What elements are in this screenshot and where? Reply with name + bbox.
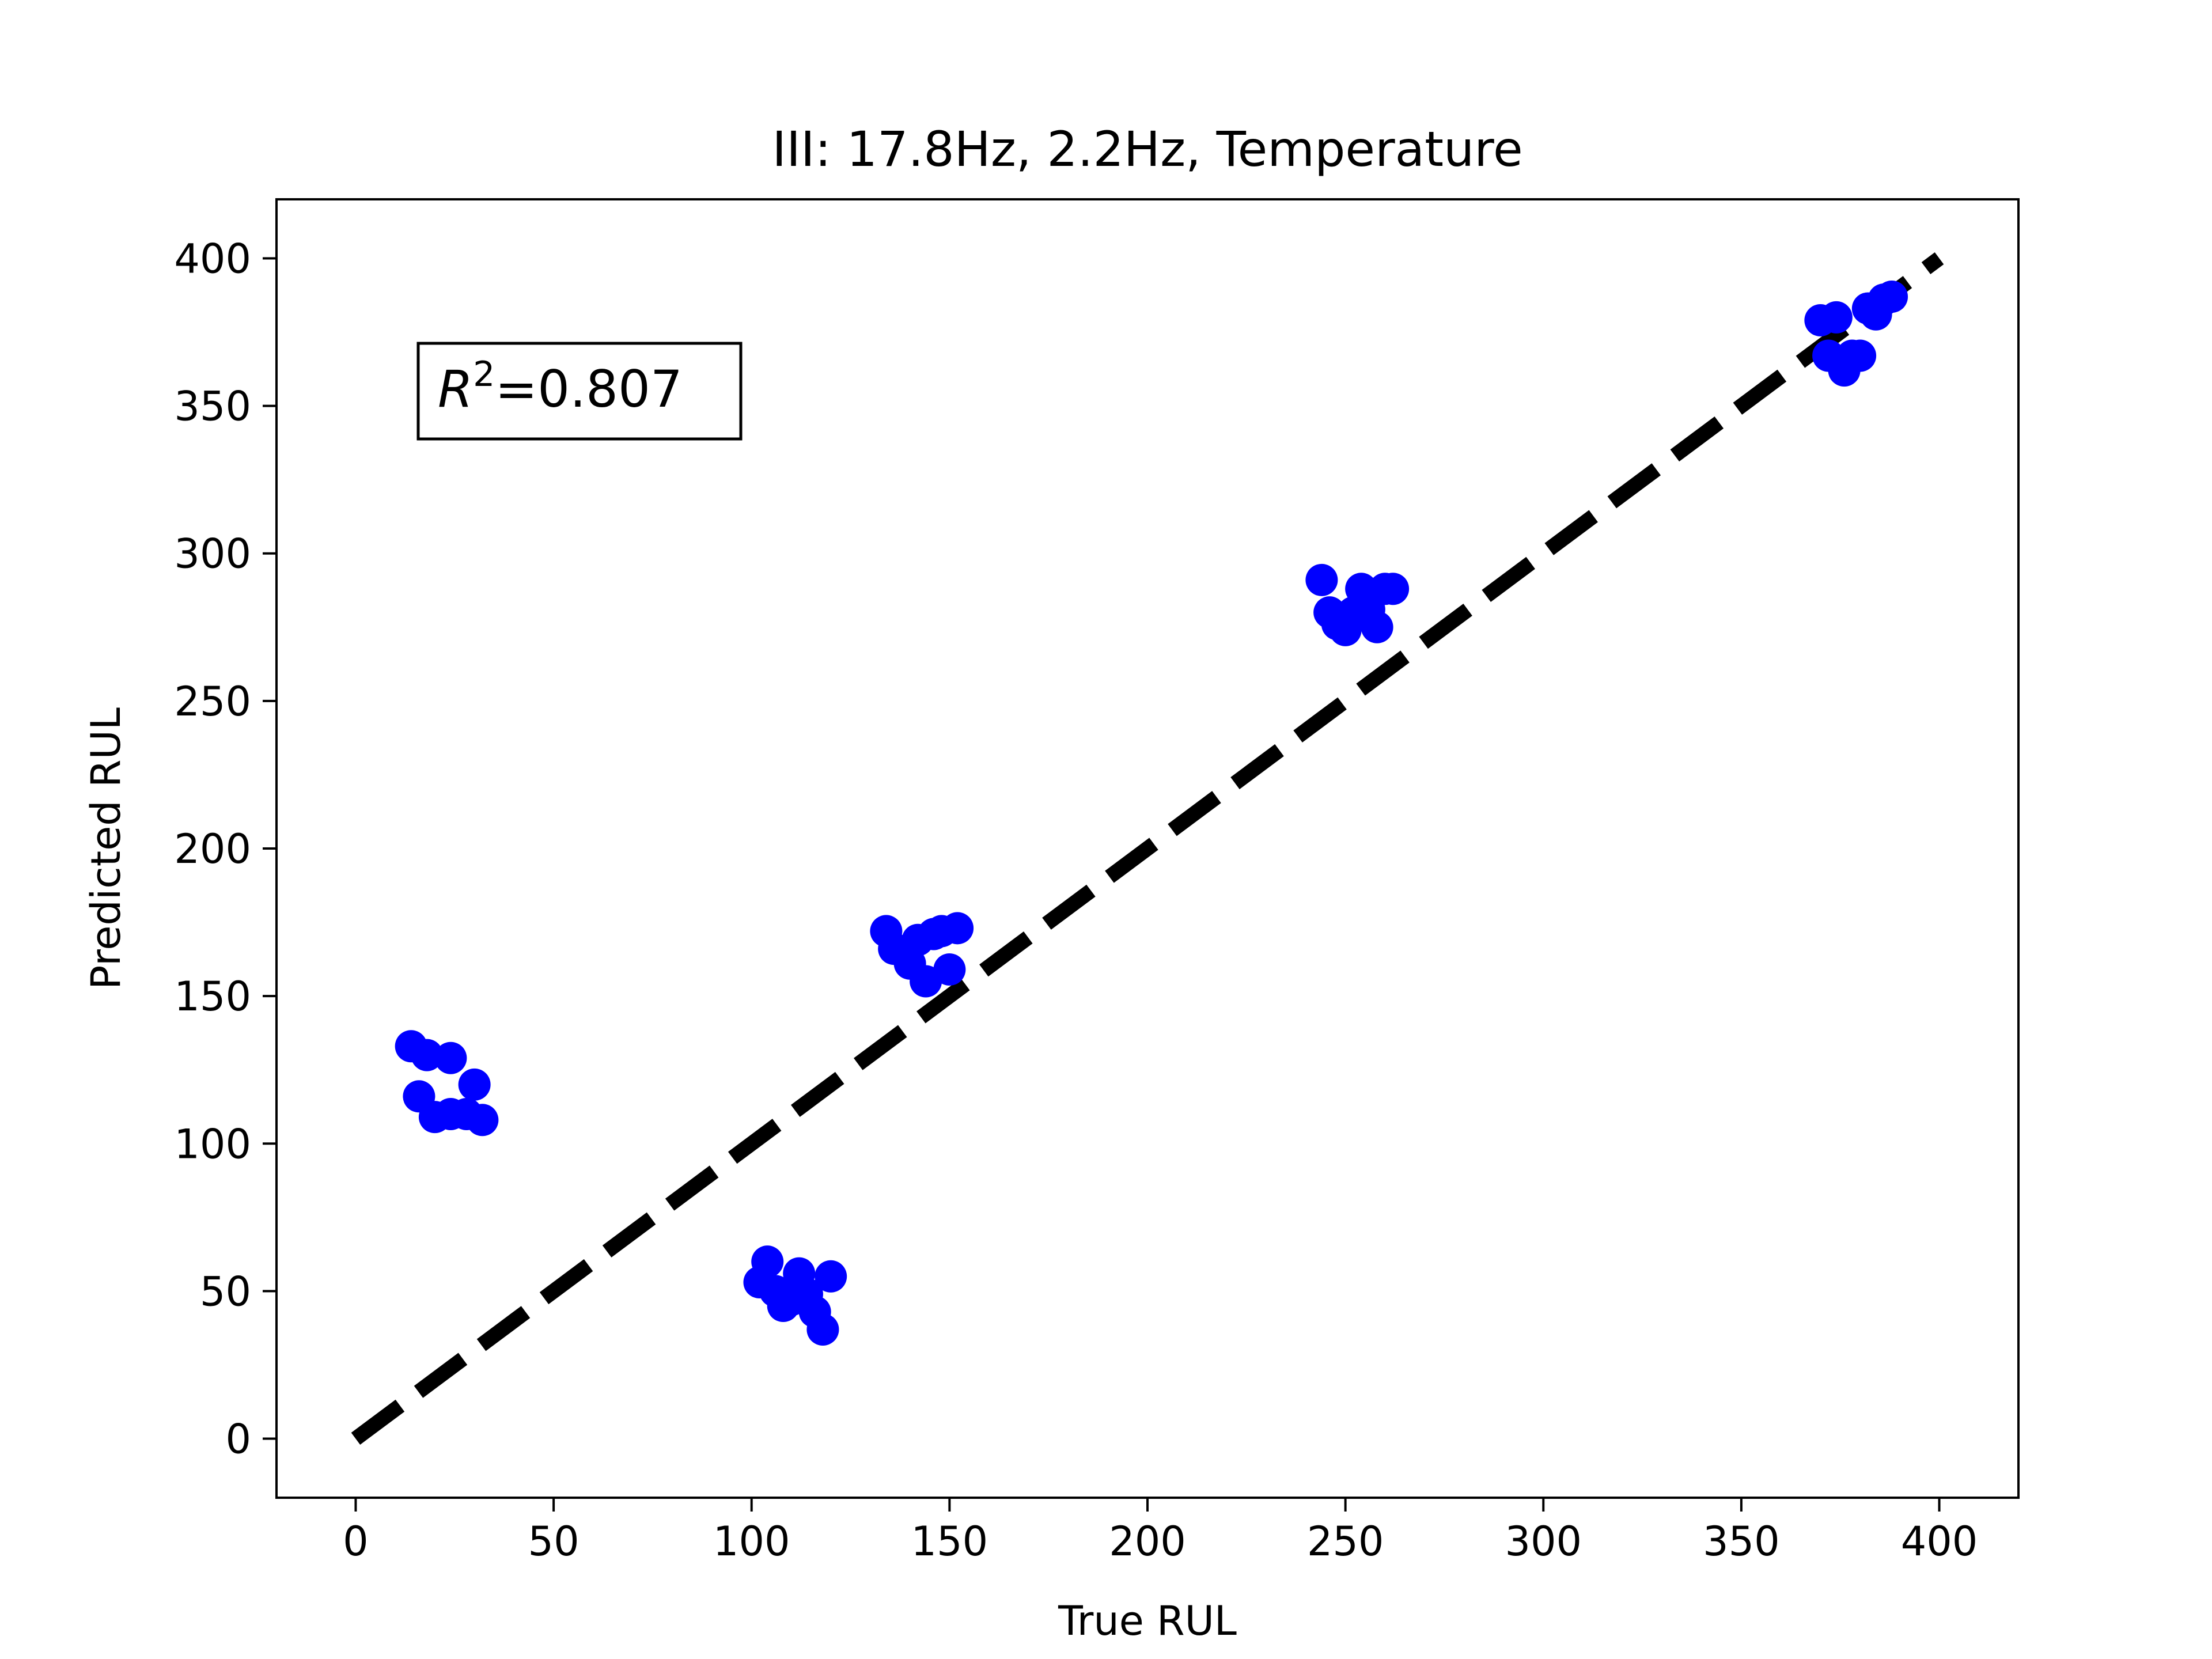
annotation-value: =0.807 [495,359,683,419]
annotation-box [416,342,743,441]
x-axis-label: True RUL [1058,1597,1237,1645]
annotation-symbol: R [438,359,473,419]
x-axis: 0 50 100 150 200 250 300 350 400 [343,1498,1978,1565]
annotation-superscript: 2 [473,354,495,395]
data-point [1305,563,1338,596]
y-tick-label: 300 [174,531,251,578]
y-axis-label: Predicted RUL [82,707,130,990]
y-tick-label: 400 [174,235,251,282]
x-tick-label: 350 [1703,1518,1780,1565]
reference-line [351,252,1944,1445]
data-point [751,1245,784,1278]
data-point [806,1313,839,1346]
x-tick-label: 400 [1901,1518,1978,1565]
data-point [1844,339,1877,372]
data-point [933,953,966,986]
x-tick-label: 250 [1307,1518,1384,1565]
y-axis: 0 50 100 150 200 250 300 350 400 [174,235,276,1463]
y-tick-label: 250 [174,678,251,725]
y-tick-label: 350 [174,383,251,430]
data-point [411,1039,444,1071]
data-point [434,1041,467,1074]
reference-line-layer [351,252,1944,1445]
y-tick-label: 0 [225,1416,251,1463]
x-tick-label: 200 [1109,1518,1186,1565]
data-point [458,1068,491,1101]
points-layer [395,281,1908,1346]
data-point [1361,611,1393,643]
data-point [1876,281,1908,313]
x-tick-label: 50 [528,1518,579,1565]
data-point [466,1104,499,1137]
y-tick-label: 200 [174,825,251,873]
x-tick-label: 100 [713,1518,790,1565]
chart-title: III: 17.8Hz, 2.2Hz, Temperature [772,121,1522,177]
r-squared-annotation: R2=0.807 [416,342,743,441]
data-point [1377,573,1410,605]
y-tick-label: 50 [200,1268,251,1315]
data-point [1820,301,1853,334]
x-tick-label: 300 [1505,1518,1582,1565]
y-tick-label: 100 [174,1120,251,1168]
data-point [815,1260,847,1293]
data-point [941,912,974,945]
y-tick-label: 150 [174,973,251,1020]
annotation-text: R2=0.807 [438,354,683,419]
x-tick-label: 150 [911,1518,988,1565]
x-tick-label: 0 [343,1518,369,1565]
